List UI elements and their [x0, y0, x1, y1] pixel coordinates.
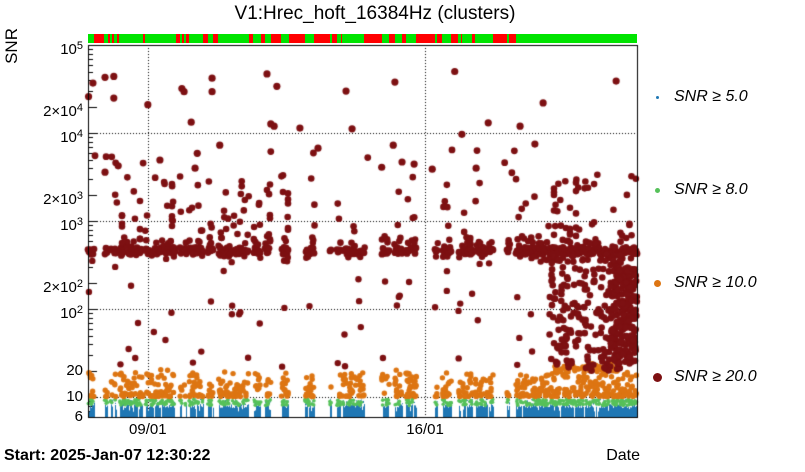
legend-marker-icon: [652, 372, 662, 382]
science-off-segment: [340, 34, 343, 43]
legend-marker-icon: [655, 95, 659, 99]
legend-label: SNR ≥ 5.0: [674, 88, 748, 105]
science-off-segment: [451, 34, 458, 43]
science-off-segment: [203, 34, 208, 43]
legend-label: SNR ≥ 20.0: [674, 368, 757, 385]
science-off-segment: [181, 34, 185, 43]
science-off-segment: [416, 34, 435, 43]
science-off-segment: [402, 34, 406, 43]
science-off-segment: [142, 34, 146, 43]
y-tick-label: 20: [66, 361, 83, 379]
x-tick-label: 16/01: [406, 421, 444, 438]
legend-item: SNR ≥ 5.0: [652, 86, 748, 108]
legend-item: SNR ≥ 8.0: [652, 179, 748, 201]
science-off-segment: [493, 34, 507, 43]
science-off-segment: [437, 34, 443, 43]
science-off-segment: [270, 34, 282, 43]
science-off-segment: [314, 34, 330, 43]
legend-label: SNR ≥ 10.0: [674, 274, 757, 291]
x-axis-label: Date: [606, 447, 640, 464]
science-mode-bar: [88, 34, 637, 43]
y-tick-label: 2×102: [43, 277, 83, 296]
science-off-segment: [472, 34, 475, 43]
science-off-segment: [389, 34, 395, 43]
science-off-segment: [186, 34, 189, 43]
science-off-segment: [213, 34, 219, 43]
science-off-segment: [112, 34, 115, 43]
y-tick-label: 2×103: [43, 189, 83, 208]
legend-item: SNR ≥ 20.0: [652, 366, 757, 388]
science-off-segment: [175, 34, 180, 43]
x-tick-label: 09/01: [129, 421, 167, 438]
legend-label: SNR ≥ 8.0: [674, 181, 748, 198]
science-off-segment: [248, 34, 254, 43]
legend-item: SNR ≥ 10.0: [652, 272, 757, 294]
y-tick-label: 6: [74, 408, 83, 425]
science-off-segment: [460, 34, 463, 43]
science-off-segment: [509, 34, 516, 43]
science-off-segment: [116, 34, 120, 43]
y-tick-label: 104: [60, 128, 83, 147]
science-off-segment: [364, 34, 382, 43]
science-off-segment: [260, 34, 265, 43]
science-off-segment: [107, 34, 111, 43]
start-time-label: Start: 2025-Jan-07 12:30:22: [4, 447, 211, 464]
science-off-segment: [288, 34, 305, 43]
y-tick-label: 105: [60, 40, 83, 58]
y-tick-label: 10: [66, 388, 83, 406]
legend-marker-icon: [654, 187, 660, 193]
chart-title: V1:Hrec_hoft_16384Hz (clusters): [234, 3, 516, 24]
science-off-segment: [331, 34, 337, 43]
y-tick-label: 102: [60, 304, 83, 323]
y-tick-label: 103: [60, 216, 83, 235]
y-tick-label: 2×104: [43, 101, 83, 120]
science-off-segment: [94, 34, 105, 43]
legend-marker-icon: [653, 279, 661, 287]
